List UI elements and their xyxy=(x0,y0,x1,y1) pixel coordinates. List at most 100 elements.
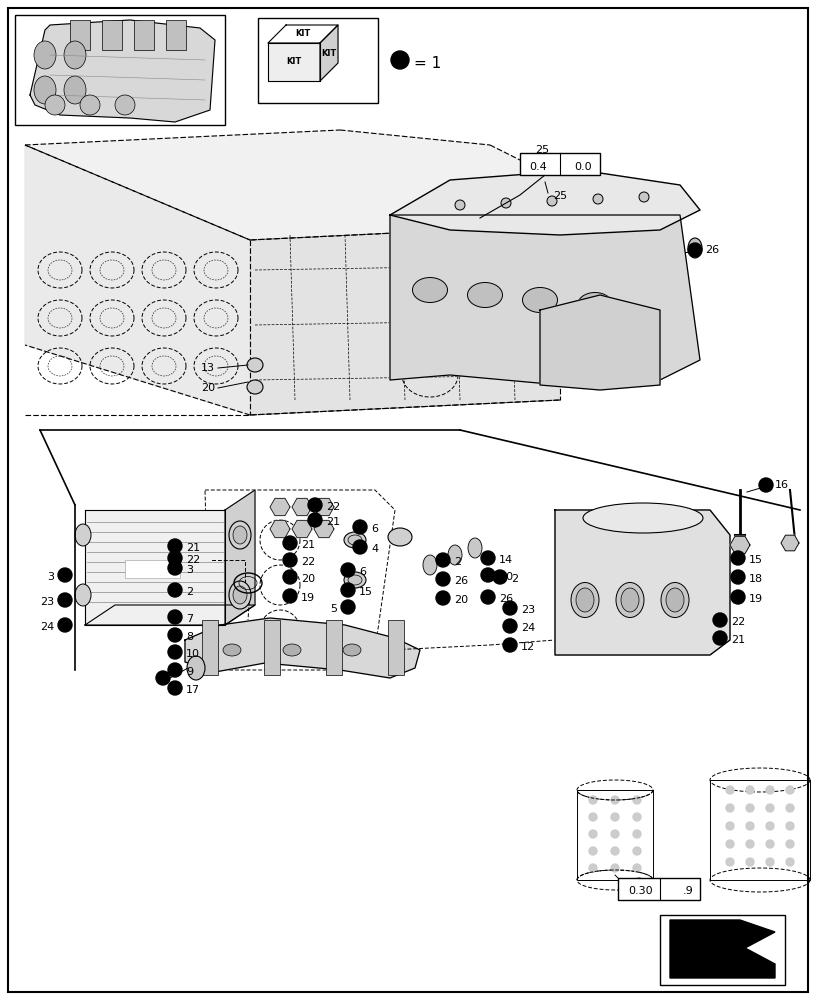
Polygon shape xyxy=(730,536,750,554)
Circle shape xyxy=(786,804,794,812)
Polygon shape xyxy=(314,498,334,516)
Bar xyxy=(660,915,785,985)
Ellipse shape xyxy=(468,538,482,558)
Circle shape xyxy=(786,840,794,848)
Circle shape xyxy=(168,663,182,677)
Text: 23: 23 xyxy=(521,605,535,615)
Circle shape xyxy=(353,540,367,554)
Circle shape xyxy=(726,804,734,812)
Ellipse shape xyxy=(64,41,86,69)
Circle shape xyxy=(589,796,597,804)
Polygon shape xyxy=(270,520,290,538)
Ellipse shape xyxy=(34,76,56,104)
Text: 20: 20 xyxy=(201,383,215,393)
Text: 23: 23 xyxy=(40,597,54,607)
Circle shape xyxy=(168,610,182,624)
Ellipse shape xyxy=(578,292,613,318)
Circle shape xyxy=(308,513,322,527)
Circle shape xyxy=(503,638,517,652)
Circle shape xyxy=(633,847,641,855)
Ellipse shape xyxy=(75,524,91,546)
Ellipse shape xyxy=(576,588,594,612)
Circle shape xyxy=(481,568,495,582)
Circle shape xyxy=(766,786,774,794)
Text: KIT: KIT xyxy=(322,48,337,57)
Circle shape xyxy=(713,631,727,645)
Text: 16: 16 xyxy=(775,480,789,490)
Text: 19: 19 xyxy=(301,593,315,603)
Circle shape xyxy=(58,618,72,632)
Circle shape xyxy=(481,590,495,604)
Circle shape xyxy=(168,583,182,597)
Bar xyxy=(326,620,342,675)
Bar xyxy=(710,780,810,880)
Circle shape xyxy=(45,95,65,115)
Circle shape xyxy=(726,786,734,794)
Polygon shape xyxy=(225,490,255,625)
Circle shape xyxy=(283,570,297,584)
Circle shape xyxy=(58,593,72,607)
Text: 3: 3 xyxy=(186,565,193,575)
Circle shape xyxy=(731,551,745,565)
Text: 20: 20 xyxy=(454,595,468,605)
Text: 21: 21 xyxy=(731,635,745,645)
Text: 25: 25 xyxy=(535,145,549,155)
Ellipse shape xyxy=(621,588,639,612)
Text: 15: 15 xyxy=(749,555,763,565)
Polygon shape xyxy=(314,520,334,538)
Polygon shape xyxy=(250,225,560,415)
Ellipse shape xyxy=(247,358,263,372)
Text: 24: 24 xyxy=(521,623,535,633)
Text: 22: 22 xyxy=(186,555,200,565)
Circle shape xyxy=(156,671,170,685)
Circle shape xyxy=(746,822,754,830)
Ellipse shape xyxy=(187,656,205,680)
Polygon shape xyxy=(268,25,338,43)
Circle shape xyxy=(501,198,511,208)
Circle shape xyxy=(58,568,72,582)
Circle shape xyxy=(786,786,794,794)
Ellipse shape xyxy=(223,644,241,656)
Text: 26: 26 xyxy=(499,594,513,604)
Circle shape xyxy=(436,572,450,586)
Bar xyxy=(202,620,218,675)
Circle shape xyxy=(391,51,409,69)
Polygon shape xyxy=(25,130,570,240)
Polygon shape xyxy=(292,520,312,538)
Text: 15: 15 xyxy=(359,587,373,597)
Circle shape xyxy=(726,822,734,830)
Polygon shape xyxy=(270,498,290,516)
Ellipse shape xyxy=(448,545,462,565)
Text: 22: 22 xyxy=(301,557,315,567)
Circle shape xyxy=(168,561,182,575)
Circle shape xyxy=(746,840,754,848)
Text: 0.30: 0.30 xyxy=(628,886,654,896)
Text: 0.0: 0.0 xyxy=(574,162,592,172)
Ellipse shape xyxy=(571,582,599,617)
Polygon shape xyxy=(540,295,660,390)
Circle shape xyxy=(713,613,727,627)
Text: 17: 17 xyxy=(186,685,200,695)
Text: 2: 2 xyxy=(454,557,461,567)
Circle shape xyxy=(633,813,641,821)
Circle shape xyxy=(455,200,465,210)
Circle shape xyxy=(168,551,182,565)
Ellipse shape xyxy=(522,288,557,312)
Text: 25: 25 xyxy=(553,191,567,201)
Ellipse shape xyxy=(413,277,447,302)
Text: 6: 6 xyxy=(371,524,378,534)
Circle shape xyxy=(341,583,355,597)
Ellipse shape xyxy=(616,582,644,617)
Polygon shape xyxy=(292,498,312,516)
Bar xyxy=(520,153,600,175)
Ellipse shape xyxy=(348,535,362,545)
Ellipse shape xyxy=(247,380,263,394)
Bar xyxy=(577,790,653,880)
Circle shape xyxy=(746,786,754,794)
Circle shape xyxy=(436,553,450,567)
Ellipse shape xyxy=(661,582,689,617)
Text: KIT: KIT xyxy=(295,29,311,38)
Text: 4: 4 xyxy=(371,544,378,554)
Circle shape xyxy=(589,813,597,821)
Text: 5: 5 xyxy=(330,604,337,614)
